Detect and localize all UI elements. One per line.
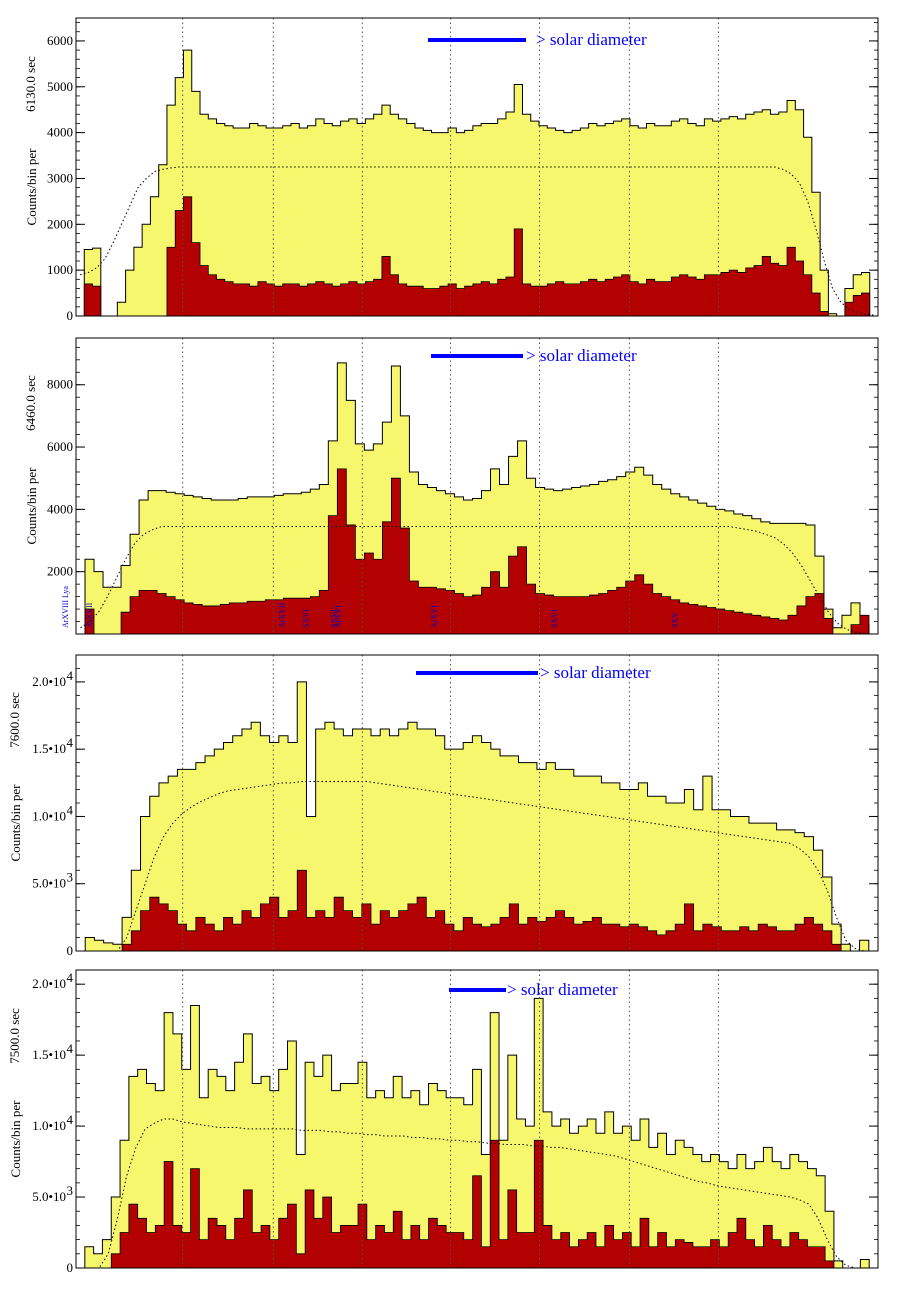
y-tick-exponent: 3 [67, 1183, 74, 1198]
y-axis-label: Counts/bin per [24, 148, 39, 226]
spectral-line-label: ArXVII [278, 602, 287, 628]
y-axis-label: Counts/bin per [8, 1100, 23, 1178]
model-curve [80, 1118, 874, 1269]
total-counts-area [76, 681, 878, 951]
exposure-time-label: 7600.0 sec [7, 692, 22, 748]
y-tick-label: 4000 [47, 501, 73, 516]
background-counts-outline [76, 869, 878, 952]
total-counts-outline [76, 49, 878, 317]
y-tick-exponent: 4 [67, 970, 74, 985]
legend-text: > solar diameter [526, 346, 637, 365]
chart-panel-3: 05.0•10 31.0•10 41.5•10 42.0•10 4Counts/bin … [7, 654, 879, 958]
spectral-line-label: SXVI [330, 609, 339, 628]
y-tick-label: 1.5•10 [32, 741, 66, 756]
spectral-line-label: ArXVII [85, 602, 94, 628]
plot-frame [75, 337, 879, 635]
y-axis-label: Counts/bin per [8, 784, 23, 862]
model-curve [80, 780, 874, 952]
y-tick-label: 5.0•10 [32, 876, 66, 891]
spectral-line-label: SXV [671, 612, 680, 628]
y-tick-label: 0 [67, 1260, 74, 1275]
legend-text: > solar diameter [540, 663, 651, 682]
background-counts-area [76, 468, 878, 634]
background-counts-area [76, 870, 878, 951]
y-tick-label: 3000 [47, 170, 73, 185]
total-counts-area [76, 50, 878, 316]
exposure-time-label: 6460.0 sec [23, 375, 38, 431]
y-tick-label: 5.0•10 [32, 1189, 66, 1204]
y-tick-label: 2.0•10 [32, 976, 66, 991]
total-counts-area [76, 998, 878, 1268]
background-counts-outline [76, 468, 878, 635]
y-tick-exponent: 4 [67, 668, 74, 683]
background-counts-outline [76, 196, 878, 317]
spectral-line-label: ArXVIII Lya [61, 586, 70, 628]
plot-frame [75, 17, 879, 317]
spectral-line-label: ArXVI [334, 605, 343, 628]
exposure-time-label: 7500.0 sec [7, 1008, 22, 1064]
y-tick-exponent: 4 [67, 802, 74, 817]
background-counts-area [76, 1140, 878, 1268]
spectral-line-label: ArXVI [430, 605, 439, 628]
y-tick-label: 4000 [47, 125, 73, 140]
y-tick-label: 1.5•10 [32, 1047, 66, 1062]
total-counts-outline [76, 997, 878, 1269]
model-curve [80, 526, 874, 635]
y-axis-label: Counts/bin per [24, 467, 39, 545]
y-tick-label: 1.0•10 [32, 808, 66, 823]
total-counts-outline [76, 681, 878, 952]
spectral-line-label: SXVI [302, 609, 311, 628]
y-tick-label: 2.0•10 [32, 674, 66, 689]
chart-panel-1: 0 1000 2000 3000 4000 5000 6000 Counts/bin per 6… [23, 17, 879, 323]
background-counts-outline [76, 1139, 878, 1269]
exposure-time-label: 6130.0 sec [23, 56, 38, 112]
y-tick-label: 8000 [47, 377, 73, 392]
total-counts-outline [76, 362, 878, 635]
y-tick-label: 2000 [47, 216, 73, 231]
y-tick-label: 1.0•10 [32, 1118, 66, 1133]
y-tick-label: 2000 [47, 564, 73, 579]
y-tick-exponent: 3 [67, 870, 74, 885]
y-tick-label: 6000 [47, 439, 73, 454]
chart-panel-4: 05.0•10 31.0•10 41.5•10 42.0•10 4Counts/bin … [7, 969, 879, 1275]
y-tick-label: 6000 [47, 33, 73, 48]
y-tick-label: 0 [67, 943, 74, 958]
y-tick-exponent: 4 [67, 735, 74, 750]
legend-text: > solar diameter [507, 980, 618, 999]
chart-panel-2: 2000 4000 6000 8000 Counts/bin per 6460.0 sec… [23, 337, 879, 635]
y-tick-label: 1000 [47, 262, 73, 277]
legend-text: > solar diameter [536, 30, 647, 49]
y-tick-exponent: 4 [67, 1112, 74, 1127]
y-tick-label: 0 [67, 308, 74, 323]
spectral-line-label: SXVI [550, 609, 559, 628]
y-tick-exponent: 4 [67, 1041, 74, 1056]
y-tick-label: 5000 [47, 79, 73, 94]
plot-frame [75, 969, 879, 1269]
